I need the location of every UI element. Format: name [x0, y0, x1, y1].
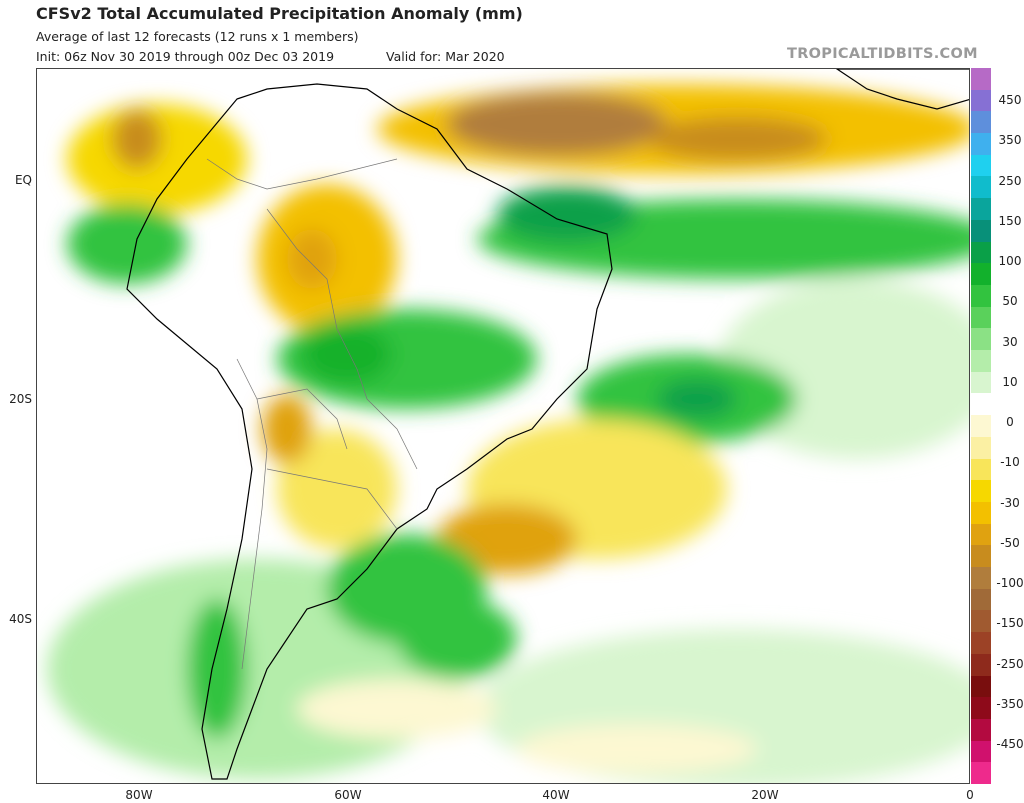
- colorbar-cell: [971, 306, 991, 329]
- colorbar-cell: [971, 588, 991, 611]
- anomaly-dry-patagonia: [297, 679, 497, 739]
- lon-label-80w: 80W: [125, 788, 153, 802]
- colorbar-cell: [971, 436, 991, 460]
- colorbar-cell: [971, 154, 991, 177]
- coastlines: [126, 69, 969, 780]
- border-bolivia: [256, 388, 348, 450]
- border-brazil-west: [266, 208, 418, 470]
- colorbar-cell: [971, 718, 991, 742]
- colorbar-label: -450: [996, 737, 1024, 751]
- colorbar-label: 350: [998, 133, 1022, 148]
- subtitle: Average of last 12 forecasts (12 runs x …: [36, 29, 359, 44]
- anomaly-dry-amazon-core: [287, 229, 337, 289]
- colorbar-cell: [971, 675, 991, 698]
- anomaly-dry-northwest: [67, 104, 247, 214]
- page-title: CFSv2 Total Accumulated Precipitation An…: [36, 4, 523, 23]
- colorbar-cell: [971, 219, 991, 243]
- colorbar-cell: [971, 328, 991, 351]
- anomaly-wet-la-plata-east: [397, 599, 517, 679]
- colorbar-label: -150: [996, 616, 1024, 631]
- lat-label-20s: 20S: [9, 392, 32, 406]
- colorbar-cell: [971, 740, 991, 763]
- colorbar-label: 30: [1002, 334, 1018, 349]
- colorbar-label: -350: [996, 696, 1024, 711]
- colorbar-label: 50: [1002, 294, 1018, 309]
- political-borders: [206, 158, 418, 670]
- colorbar-label: 10: [1002, 374, 1018, 389]
- anomaly-dry-chaco: [277, 429, 397, 549]
- lon-label-60w: 60W: [334, 788, 362, 802]
- colorbar-label: -10: [1000, 455, 1020, 470]
- africa-coastline: [835, 69, 969, 110]
- anomaly-dry-chaco-core: [262, 394, 312, 464]
- colorbar-label: 0: [1006, 415, 1014, 429]
- south-america-coastline: [126, 83, 613, 780]
- anomaly-wet-central-core: [302, 324, 392, 384]
- lon-label-0: 0: [966, 788, 974, 802]
- border-argentina: [266, 468, 398, 530]
- colorbar-cell: [971, 480, 991, 503]
- colorbar-cell: [971, 458, 991, 481]
- anomaly-field: [47, 84, 969, 783]
- anomaly-dry-south-atlantic-core: [437, 504, 577, 574]
- colorbar-cell: [971, 263, 991, 286]
- header: CFSv2 Total Accumulated Precipitation An…: [0, 0, 1024, 68]
- colorbar-cell: [971, 545, 991, 568]
- precipitation-anomaly-map[interactable]: [36, 68, 970, 784]
- colorbar-cell: [971, 610, 991, 633]
- colorbar-cell: [971, 393, 991, 416]
- colorbar-cell: [971, 762, 991, 785]
- watermark: TROPICALTIDBITS.COM: [787, 46, 978, 62]
- colorbar-cell: [971, 133, 991, 156]
- colorbar-label: 100: [998, 254, 1022, 268]
- colorbar-cell: [971, 697, 991, 720]
- anomaly-wet-equatorial-core: [497, 186, 637, 242]
- lat-label-40s: 40S: [9, 612, 32, 626]
- anomaly-dry-far-south: [517, 724, 757, 774]
- colorbar-cell: [971, 111, 991, 134]
- border-north: [206, 158, 398, 190]
- map-canvas: [47, 69, 969, 783]
- colorbar-cell: [971, 653, 991, 676]
- colorbar: [971, 68, 991, 785]
- valid-info: Valid for: Mar 2020: [386, 49, 505, 64]
- colorbar-label: -250: [996, 656, 1024, 671]
- colorbar-cell: [971, 241, 991, 264]
- colorbar-label: -30: [1000, 495, 1020, 510]
- colorbar-cell: [971, 567, 991, 590]
- anomaly-dry-north-core: [447, 92, 667, 156]
- colorbar-cell: [971, 501, 991, 525]
- colorbar-label: 250: [998, 173, 1022, 188]
- border-andes: [236, 358, 268, 670]
- colorbar-cell: [971, 350, 991, 373]
- anomaly-wet-west-coast: [67, 204, 187, 284]
- colorbar-cell: [971, 176, 991, 199]
- lon-label-20w: 20W: [751, 788, 779, 802]
- colorbar-label: 150: [998, 213, 1022, 228]
- colorbar-cell: [971, 198, 991, 221]
- colorbar-label: 450: [998, 93, 1022, 107]
- colorbar-cell: [971, 68, 991, 91]
- colorbar-cell: [971, 523, 991, 546]
- colorbar-cell: [971, 415, 991, 438]
- colorbar-label: -100: [996, 576, 1024, 590]
- anomaly-dry-northwest-core: [112, 109, 162, 169]
- init-info: Init: 06z Nov 30 2019 through 00z Dec 03…: [36, 49, 335, 64]
- colorbar-label: -50: [1000, 535, 1020, 550]
- colorbar-cell: [971, 284, 991, 308]
- colorbar-cell: [971, 371, 991, 394]
- anomaly-dry-north-core2: [647, 117, 827, 161]
- anomaly-wet-atlantic-core: [657, 379, 737, 419]
- colorbar-cell: [971, 632, 991, 655]
- anomaly-wet-chile: [187, 599, 247, 739]
- lat-label-eq: EQ: [14, 173, 32, 187]
- lon-label-40w: 40W: [542, 788, 570, 802]
- colorbar-cell: [971, 89, 991, 112]
